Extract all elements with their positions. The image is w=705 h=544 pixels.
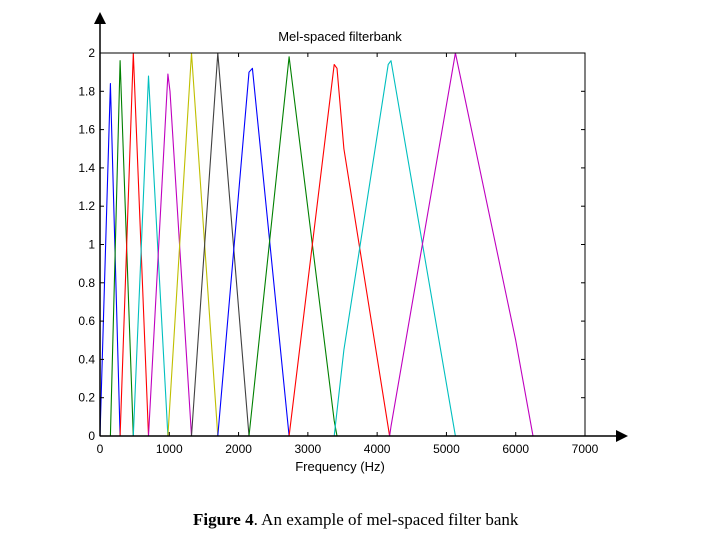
filter-series-11 — [333, 60, 456, 437]
filter-series-1 — [99, 83, 121, 437]
x-axis-arrowhead — [616, 430, 628, 442]
filter-series-2 — [109, 60, 134, 437]
filter-series-5 — [147, 73, 193, 437]
filter-series-9 — [248, 56, 338, 437]
y-tick-label: 0.8 — [78, 276, 95, 290]
x-tick-label: 1000 — [156, 442, 183, 456]
x-axis-label: Frequency (Hz) — [295, 459, 385, 474]
y-tick-label: 1 — [88, 238, 95, 252]
figure-caption-label: Figure 4 — [193, 510, 254, 529]
tick-layer: 0 1000 2000 3000 4000 5000 6000 7000 0 0.2 0.4 0.6 0… — [78, 46, 598, 456]
filter-series-12 — [389, 52, 534, 437]
filter-series-8 — [217, 67, 290, 437]
x-tick-label: 3000 — [295, 442, 322, 456]
figure-caption: Figure 4. An example of mel-spaced filte… — [193, 510, 518, 530]
filter-series-4 — [132, 75, 169, 437]
x-tick-label: 0 — [97, 442, 104, 456]
filter-series-6 — [167, 52, 219, 437]
chart-title: Mel-spaced filterbank — [278, 29, 402, 44]
x-tick-label: 4000 — [364, 442, 391, 456]
filter-series-10 — [288, 63, 391, 437]
y-tick-label: 0 — [88, 429, 95, 443]
x-tick-label: 5000 — [433, 442, 460, 456]
y-tick-label: 1.6 — [78, 123, 95, 137]
filter-series-7 — [190, 52, 250, 437]
y-tick-label: 0.6 — [78, 314, 95, 328]
x-tick-label: 6000 — [502, 442, 529, 456]
filter-series-3 — [119, 52, 150, 437]
x-tick-label: 7000 — [572, 442, 599, 456]
series-layer — [99, 52, 534, 437]
mel-filterbank-chart: Mel-spaced filterbank 0 1000 2000 3000 4000 5… — [78, 12, 628, 474]
y-tick-label: 0.2 — [78, 391, 95, 405]
x-tick-label: 2000 — [225, 442, 252, 456]
y-tick-label: 1.8 — [78, 84, 95, 98]
figure-caption-text: . An example of mel-spaced filter bank — [253, 510, 519, 529]
y-tick-label: 1.4 — [78, 161, 95, 175]
y-tick-label: 0.4 — [78, 352, 95, 366]
y-axis-arrowhead — [94, 12, 106, 24]
y-tick-label: 1.2 — [78, 199, 95, 213]
plot-frame — [99, 52, 586, 437]
y-tick-label: 2 — [88, 46, 95, 60]
